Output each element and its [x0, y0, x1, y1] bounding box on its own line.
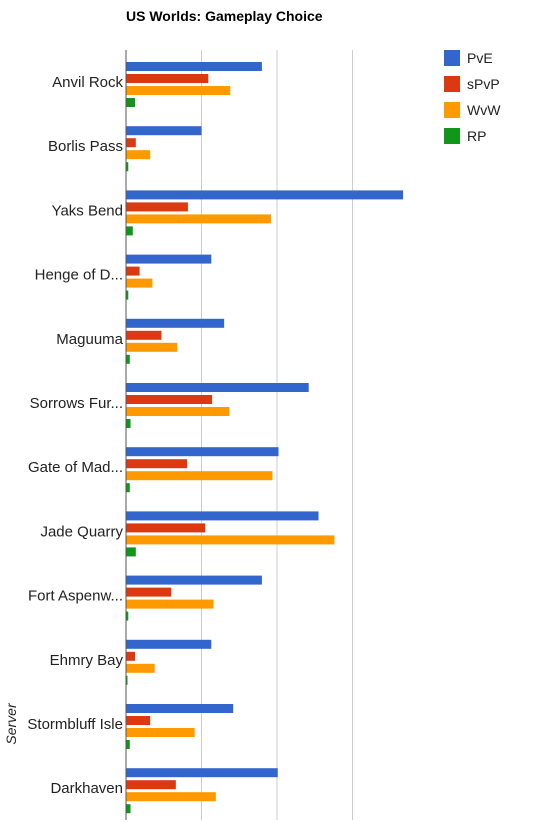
bar-wvw — [126, 535, 335, 545]
category-label: Darkhaven — [50, 780, 123, 797]
bar-rp — [126, 675, 128, 685]
bar-wvw — [126, 663, 155, 673]
bar-pve — [126, 126, 202, 136]
legend-label: sPvP — [467, 76, 500, 92]
bar-rp — [126, 611, 129, 621]
bars — [126, 62, 404, 814]
gridlines — [201, 50, 353, 820]
bar-pve — [126, 447, 279, 457]
bar-rp — [126, 162, 129, 172]
bar-wvw — [126, 214, 271, 224]
bar-pve — [126, 190, 404, 200]
bar-pve — [126, 62, 262, 71]
bar-spvp — [126, 459, 188, 469]
bar-pve — [126, 383, 309, 392]
category-label: Borlis Pass — [48, 138, 123, 155]
y-axis-title: Server — [3, 702, 19, 745]
legend-label: RP — [467, 128, 486, 144]
legend-swatch — [444, 102, 460, 118]
legend-swatch — [444, 128, 460, 144]
chart-title: US Worlds: Gameplay Choice — [126, 8, 323, 24]
bar-pve — [126, 511, 319, 521]
bar-rp — [126, 483, 130, 493]
bar-rp — [126, 98, 136, 107]
legend-swatch — [444, 76, 460, 92]
bar-rp — [126, 354, 130, 364]
bar-wvw — [126, 150, 151, 160]
category-labels: Anvil Rock Borlis Pass Yaks Bend Henge of D… — [27, 74, 123, 797]
bar-spvp — [126, 330, 162, 340]
bar-rp — [126, 226, 133, 236]
bar-spvp — [126, 395, 213, 404]
bar-rp — [126, 740, 130, 749]
bar-spvp — [126, 74, 209, 83]
category-label: Gate of Mad... — [28, 459, 123, 476]
category-label: Sorrows Fur... — [30, 395, 123, 412]
bar-pve — [126, 318, 225, 328]
bar-spvp — [126, 202, 188, 212]
bar-spvp — [126, 780, 176, 790]
bar-spvp — [126, 138, 136, 148]
legend-swatch — [444, 50, 460, 66]
bar-rp — [126, 804, 131, 814]
category-label: Yaks Bend — [52, 202, 123, 219]
bar-wvw — [126, 407, 230, 416]
bar-spvp — [126, 266, 140, 276]
bar-wvw — [126, 728, 195, 737]
bar-spvp — [126, 523, 206, 533]
bar-wvw — [126, 86, 231, 95]
bar-rp — [126, 419, 131, 428]
category-label: Jade Quarry — [40, 523, 123, 540]
legend-label: WvW — [467, 102, 501, 118]
category-label: Stormbluff Isle — [27, 716, 123, 733]
bar-pve — [126, 768, 278, 778]
legend-label: PvE — [467, 50, 493, 66]
category-label: Anvil Rock — [52, 74, 123, 91]
bar-pve — [126, 575, 262, 585]
bar-wvw — [126, 471, 273, 481]
category-label: Maguuma — [56, 331, 123, 348]
bar-wvw — [126, 342, 178, 352]
bar-pve — [126, 639, 212, 649]
category-label: Fort Aspenw... — [28, 588, 123, 605]
bar-pve — [126, 254, 212, 264]
bar-spvp — [126, 651, 136, 661]
bar-spvp — [126, 716, 151, 725]
bar-spvp — [126, 587, 172, 597]
bar-wvw — [126, 792, 216, 802]
category-label: Ehmry Bay — [50, 652, 124, 669]
bar-wvw — [126, 599, 214, 609]
bar-rp — [126, 547, 136, 557]
bar-rp — [126, 290, 129, 300]
category-label: Henge of D... — [35, 267, 123, 284]
bar-wvw — [126, 278, 153, 288]
legend: PvE sPvP WvW RP — [444, 50, 501, 144]
bar-pve — [126, 704, 234, 713]
